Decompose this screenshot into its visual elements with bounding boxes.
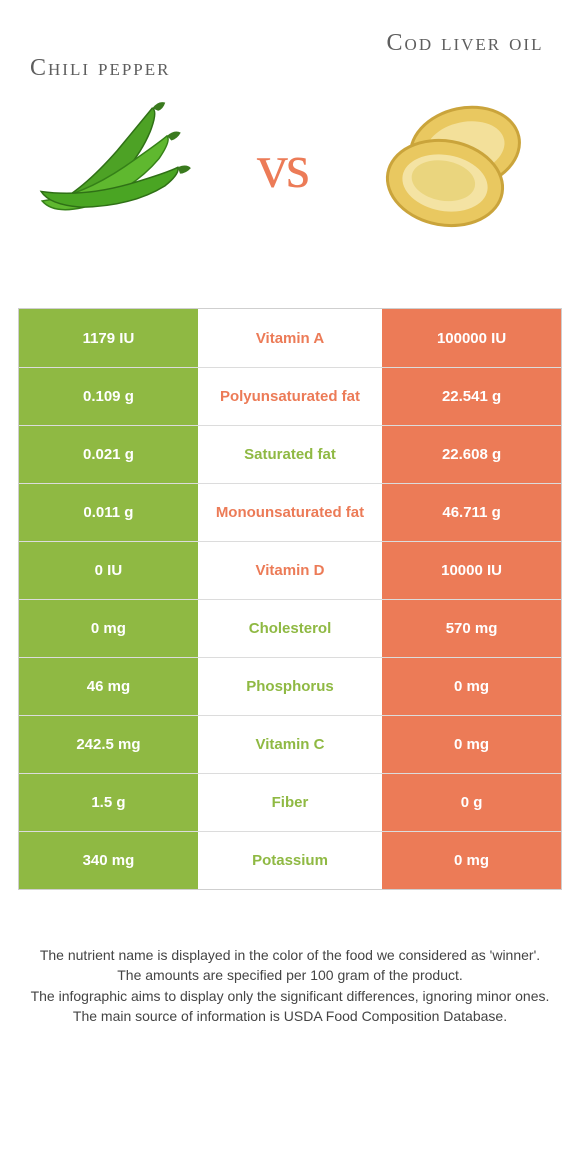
nutrient-name-cell: Phosphorus <box>198 658 382 715</box>
nutrient-name-cell: Saturated fat <box>198 426 382 483</box>
footer-line: The amounts are specified per 100 gram o… <box>30 965 550 985</box>
cod-liver-oil-image <box>370 93 540 233</box>
table-row: 46 mgPhosphorus0 mg <box>19 657 561 715</box>
footer-line: The infographic aims to display only the… <box>30 986 550 1006</box>
left-food-title: Chili pepper <box>30 30 230 83</box>
nutrient-name-cell: Potassium <box>198 832 382 889</box>
left-value-cell: 340 mg <box>19 832 198 889</box>
table-row: 0.021 gSaturated fat22.608 g <box>19 425 561 483</box>
right-value-cell: 570 mg <box>382 600 561 657</box>
right-value-cell: 100000 IU <box>382 309 561 367</box>
left-value-cell: 242.5 mg <box>19 716 198 773</box>
right-value-cell: 10000 IU <box>382 542 561 599</box>
nutrient-name-cell: Cholesterol <box>198 600 382 657</box>
nutrient-name-cell: Monounsaturated fat <box>198 484 382 541</box>
header: Chili pepper Cod liver oil vs <box>0 0 580 290</box>
table-row: 1.5 gFiber0 g <box>19 773 561 831</box>
nutrient-table: 1179 IUVitamin A100000 IU0.109 gPolyunsa… <box>18 308 562 890</box>
nutrient-name-cell: Fiber <box>198 774 382 831</box>
table-row: 1179 IUVitamin A100000 IU <box>19 309 561 367</box>
nutrient-name-cell: Vitamin D <box>198 542 382 599</box>
left-value-cell: 46 mg <box>19 658 198 715</box>
images-row: vs <box>0 83 580 233</box>
left-value-cell: 0.011 g <box>19 484 198 541</box>
table-row: 0.011 gMonounsaturated fat46.711 g <box>19 483 561 541</box>
table-row: 0 IUVitamin D10000 IU <box>19 541 561 599</box>
left-value-cell: 1179 IU <box>19 309 198 367</box>
nutrient-name-cell: Vitamin A <box>198 309 382 367</box>
footer-notes: The nutrient name is displayed in the co… <box>0 890 580 1026</box>
table-row: 242.5 mgVitamin C0 mg <box>19 715 561 773</box>
right-value-cell: 46.711 g <box>382 484 561 541</box>
footer-line: The nutrient name is displayed in the co… <box>30 945 550 965</box>
right-value-cell: 0 mg <box>382 832 561 889</box>
table-row: 0 mgCholesterol570 mg <box>19 599 561 657</box>
right-value-cell: 0 g <box>382 774 561 831</box>
left-value-cell: 0.109 g <box>19 368 198 425</box>
left-value-cell: 0.021 g <box>19 426 198 483</box>
table-row: 0.109 gPolyunsaturated fat22.541 g <box>19 367 561 425</box>
chili-pepper-image <box>25 93 195 233</box>
nutrient-name-cell: Polyunsaturated fat <box>198 368 382 425</box>
vs-label: vs <box>257 122 308 203</box>
right-value-cell: 22.608 g <box>382 426 561 483</box>
left-value-cell: 0 IU <box>19 542 198 599</box>
title-row: Chili pepper Cod liver oil <box>0 0 580 83</box>
right-food-title: Cod liver oil <box>380 30 550 83</box>
footer-line: The main source of information is USDA F… <box>30 1006 550 1026</box>
left-value-cell: 0 mg <box>19 600 198 657</box>
right-value-cell: 0 mg <box>382 716 561 773</box>
left-value-cell: 1.5 g <box>19 774 198 831</box>
right-value-cell: 0 mg <box>382 658 561 715</box>
nutrient-name-cell: Vitamin C <box>198 716 382 773</box>
table-row: 340 mgPotassium0 mg <box>19 831 561 889</box>
right-value-cell: 22.541 g <box>382 368 561 425</box>
